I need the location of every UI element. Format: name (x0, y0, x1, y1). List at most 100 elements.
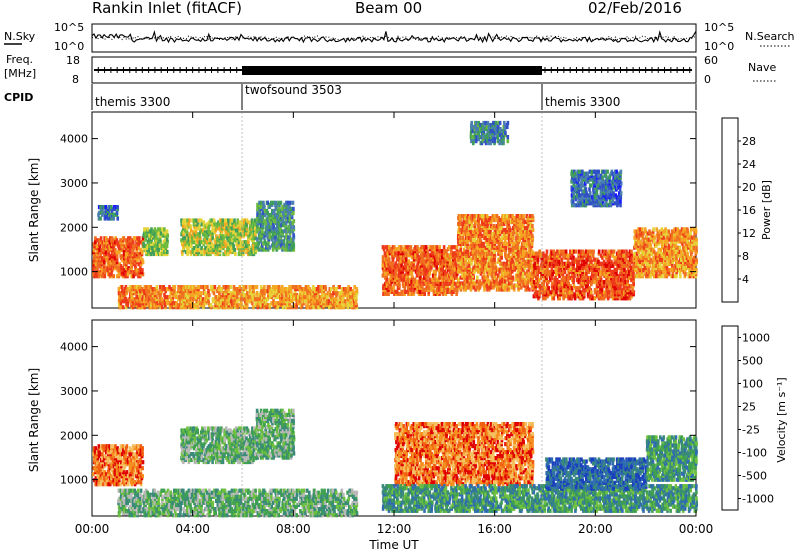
heatmap-cell (153, 233, 156, 238)
heatmap-cell (520, 231, 524, 236)
heatmap-cell (527, 273, 530, 278)
heatmap-cell (210, 285, 213, 290)
heatmap-cell (587, 275, 590, 281)
heatmap-cell (626, 251, 629, 256)
heatmap-cell (395, 247, 398, 252)
heatmap-cell (157, 227, 160, 232)
heatmap-cell (526, 251, 529, 256)
heatmap-cell (466, 219, 469, 225)
heatmap-cell (418, 255, 422, 260)
heatmap-cell (224, 222, 227, 227)
nave-label: Nave (748, 61, 776, 74)
heatmap-cell (601, 249, 605, 254)
heatmap-cell (623, 267, 626, 272)
heatmap-cell (263, 219, 266, 224)
heatmap-cell (268, 285, 271, 290)
heatmap-cell (395, 289, 399, 294)
heatmap-cell (355, 295, 358, 300)
heatmap-cell (143, 227, 146, 232)
heatmap-cell (394, 271, 398, 276)
heatmap-cell (134, 264, 137, 269)
heatmap-cell (200, 297, 203, 302)
heatmap-cell (610, 259, 613, 264)
heatmap-cell (593, 296, 597, 301)
heatmap-cell (293, 297, 296, 302)
freq-left-tick-bottom: 8 (72, 73, 79, 86)
heatmap-cell (163, 295, 167, 300)
heatmap-cell (116, 216, 119, 221)
heatmap-cell (551, 271, 554, 277)
heatmap-cell (504, 217, 507, 223)
heatmap-cell (207, 299, 210, 304)
heatmap-cell (521, 273, 525, 278)
heatmap-cell (528, 243, 531, 248)
heatmap-cell (530, 271, 534, 276)
heatmap-cell (200, 228, 203, 233)
heatmap-cell (117, 303, 121, 308)
heatmap-cell (275, 247, 279, 252)
heatmap-cell (435, 255, 438, 260)
heatmap-cell (301, 297, 304, 302)
heatmap-cell (303, 299, 307, 304)
heatmap-cell (468, 245, 471, 250)
heatmap-cell (133, 285, 137, 290)
heatmap-cell (227, 285, 230, 290)
heatmap-cell (518, 229, 522, 234)
heatmap-cell (292, 206, 295, 211)
heatmap-cell (410, 283, 413, 288)
heatmap-cell (489, 267, 492, 272)
heatmap-cell (532, 280, 536, 285)
heatmap-cell (486, 243, 489, 248)
heatmap-cell (511, 241, 515, 246)
heatmap-cell (568, 290, 571, 295)
heatmap-cell (126, 287, 130, 292)
heatmap-cell (274, 291, 277, 296)
heatmap-cell (569, 249, 572, 254)
heatmap-cell (469, 251, 473, 256)
heatmap-cell (435, 277, 439, 282)
heatmap-cell (238, 285, 242, 290)
heatmap-cell (507, 233, 511, 238)
heatmap-cell (466, 269, 470, 274)
heatmap-cell (630, 253, 634, 258)
heatmap-cell (312, 305, 315, 310)
freq-left-tick-top: 18 (66, 54, 80, 67)
heatmap-cell (433, 261, 437, 266)
heatmap-cell (156, 241, 160, 246)
heatmap-cell (230, 301, 234, 306)
heatmap-cell (410, 287, 413, 292)
heatmap-cell (629, 290, 633, 295)
heatmap-cell (390, 263, 394, 268)
heatmap-cell (604, 249, 608, 254)
heatmap-cell (258, 210, 262, 216)
heatmap-cell (289, 289, 293, 294)
heatmap-cell (184, 285, 188, 290)
heatmap-cell (626, 273, 630, 279)
heatmap-cell (248, 246, 252, 251)
heatmap-cell (617, 278, 620, 283)
heatmap-cell (469, 287, 473, 292)
heatmap-cell (588, 286, 591, 291)
beam-label: Beam 00 (355, 0, 422, 17)
heatmap-cell (250, 285, 253, 290)
heatmap-cell (495, 281, 498, 286)
heatmap-cell (431, 251, 435, 256)
heatmap-cell (351, 303, 354, 308)
heatmap-cell (144, 285, 148, 290)
heatmap-cell (282, 239, 286, 244)
heatmap-cell (232, 224, 236, 229)
heatmap-cell (526, 241, 529, 246)
heatmap-cell (509, 261, 513, 266)
heatmap-cell (583, 288, 586, 293)
heatmap-cell (625, 263, 628, 268)
heatmap-cell (394, 289, 397, 294)
cpid-mode-1: themis 3300 (95, 95, 170, 109)
heatmap-cell (412, 277, 415, 282)
heatmap-cell (630, 257, 633, 262)
heatmap-cell (556, 286, 559, 291)
heatmap-cell (414, 245, 417, 250)
heatmap-cell (530, 249, 534, 254)
heatmap-cell (230, 218, 234, 223)
noise-search-line (91, 35, 697, 41)
heatmap-cell (177, 303, 180, 308)
